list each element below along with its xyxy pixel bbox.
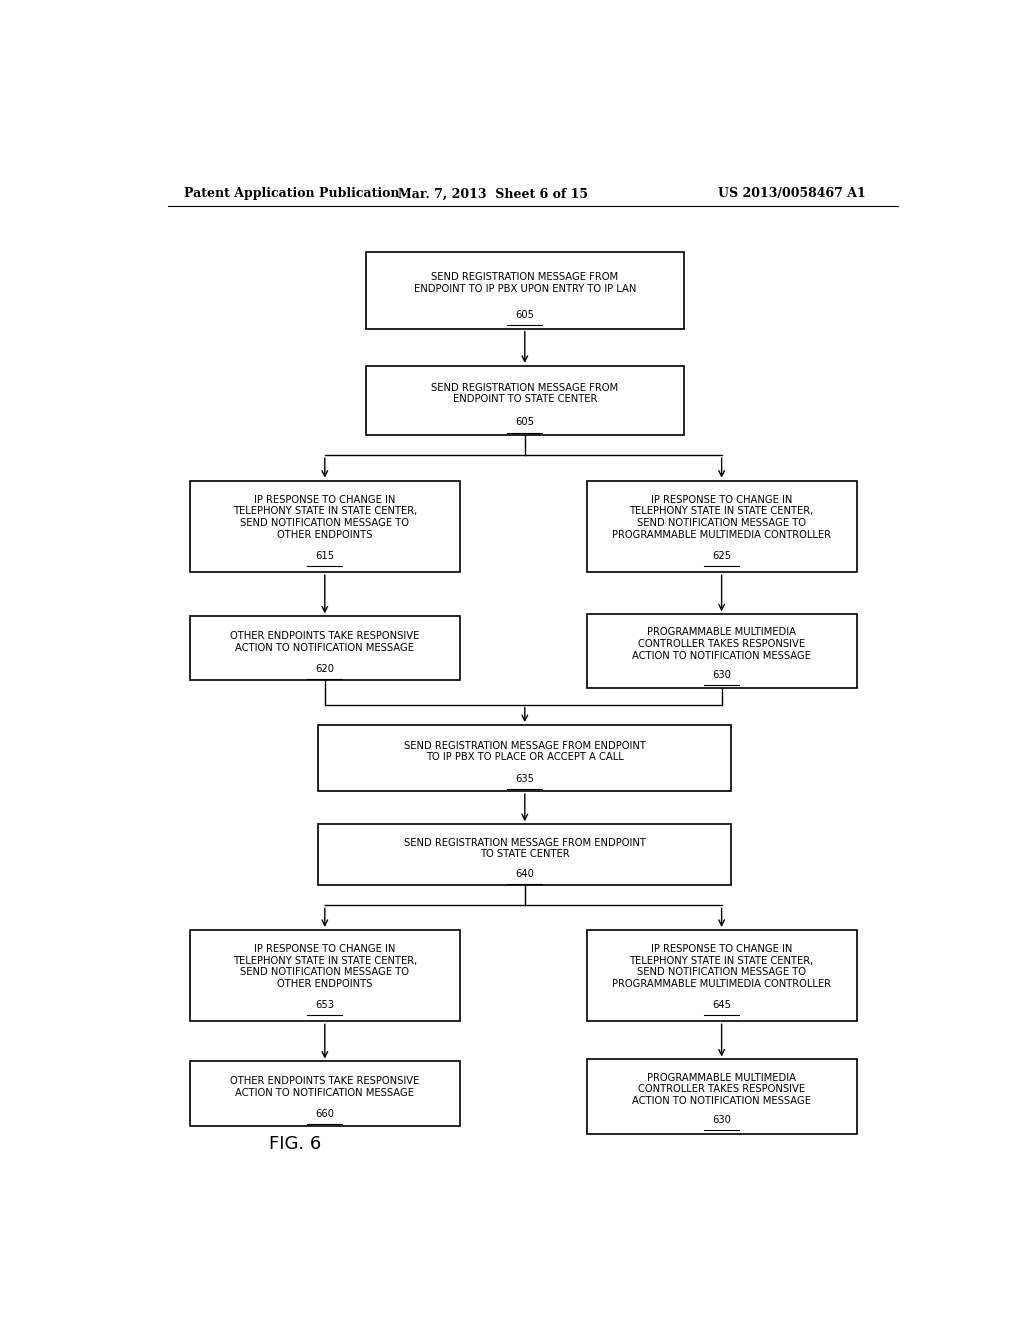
- FancyBboxPatch shape: [318, 725, 731, 791]
- FancyBboxPatch shape: [189, 480, 460, 572]
- FancyBboxPatch shape: [587, 614, 856, 689]
- Text: OTHER ENDPOINTS TAKE RESPONSIVE
ACTION TO NOTIFICATION MESSAGE: OTHER ENDPOINTS TAKE RESPONSIVE ACTION T…: [230, 631, 420, 652]
- Text: 635: 635: [515, 775, 535, 784]
- Text: FIG. 6: FIG. 6: [268, 1135, 321, 1154]
- Text: 605: 605: [515, 417, 535, 428]
- FancyBboxPatch shape: [587, 480, 856, 572]
- Text: 645: 645: [712, 999, 731, 1010]
- FancyBboxPatch shape: [189, 1061, 460, 1126]
- Text: Mar. 7, 2013  Sheet 6 of 15: Mar. 7, 2013 Sheet 6 of 15: [398, 187, 588, 201]
- Text: IP RESPONSE TO CHANGE IN
TELEPHONY STATE IN STATE CENTER,
SEND NOTIFICATION MESS: IP RESPONSE TO CHANGE IN TELEPHONY STATE…: [612, 495, 831, 540]
- Text: 620: 620: [315, 664, 334, 673]
- FancyBboxPatch shape: [367, 252, 684, 329]
- Text: PROGRAMMABLE MULTIMEDIA
CONTROLLER TAKES RESPONSIVE
ACTION TO NOTIFICATION MESSA: PROGRAMMABLE MULTIMEDIA CONTROLLER TAKES…: [632, 627, 811, 660]
- Text: 615: 615: [315, 550, 335, 561]
- Text: OTHER ENDPOINTS TAKE RESPONSIVE
ACTION TO NOTIFICATION MESSAGE: OTHER ENDPOINTS TAKE RESPONSIVE ACTION T…: [230, 1076, 420, 1098]
- FancyBboxPatch shape: [189, 929, 460, 1022]
- Text: 660: 660: [315, 1109, 334, 1119]
- Text: 653: 653: [315, 999, 334, 1010]
- FancyBboxPatch shape: [587, 929, 856, 1022]
- Text: IP RESPONSE TO CHANGE IN
TELEPHONY STATE IN STATE CENTER,
SEND NOTIFICATION MESS: IP RESPONSE TO CHANGE IN TELEPHONY STATE…: [232, 944, 417, 989]
- Text: IP RESPONSE TO CHANGE IN
TELEPHONY STATE IN STATE CENTER,
SEND NOTIFICATION MESS: IP RESPONSE TO CHANGE IN TELEPHONY STATE…: [232, 495, 417, 540]
- Text: SEND REGISTRATION MESSAGE FROM ENDPOINT
TO STATE CENTER: SEND REGISTRATION MESSAGE FROM ENDPOINT …: [403, 838, 646, 859]
- FancyBboxPatch shape: [367, 366, 684, 434]
- Text: 625: 625: [712, 550, 731, 561]
- Text: SEND REGISTRATION MESSAGE FROM ENDPOINT
TO IP PBX TO PLACE OR ACCEPT A CALL: SEND REGISTRATION MESSAGE FROM ENDPOINT …: [403, 741, 646, 762]
- Text: Patent Application Publication: Patent Application Publication: [183, 187, 399, 201]
- Text: 630: 630: [712, 1115, 731, 1125]
- FancyBboxPatch shape: [587, 1060, 856, 1134]
- Text: 630: 630: [712, 671, 731, 680]
- Text: US 2013/0058467 A1: US 2013/0058467 A1: [718, 187, 866, 201]
- Text: SEND REGISTRATION MESSAGE FROM
ENDPOINT TO STATE CENTER: SEND REGISTRATION MESSAGE FROM ENDPOINT …: [431, 383, 618, 404]
- Text: IP RESPONSE TO CHANGE IN
TELEPHONY STATE IN STATE CENTER,
SEND NOTIFICATION MESS: IP RESPONSE TO CHANGE IN TELEPHONY STATE…: [612, 944, 831, 989]
- FancyBboxPatch shape: [189, 616, 460, 680]
- FancyBboxPatch shape: [318, 824, 731, 886]
- Text: 605: 605: [515, 310, 535, 319]
- Text: 640: 640: [515, 869, 535, 879]
- Text: SEND REGISTRATION MESSAGE FROM
ENDPOINT TO IP PBX UPON ENTRY TO IP LAN: SEND REGISTRATION MESSAGE FROM ENDPOINT …: [414, 272, 636, 294]
- Text: PROGRAMMABLE MULTIMEDIA
CONTROLLER TAKES RESPONSIVE
ACTION TO NOTIFICATION MESSA: PROGRAMMABLE MULTIMEDIA CONTROLLER TAKES…: [632, 1073, 811, 1106]
